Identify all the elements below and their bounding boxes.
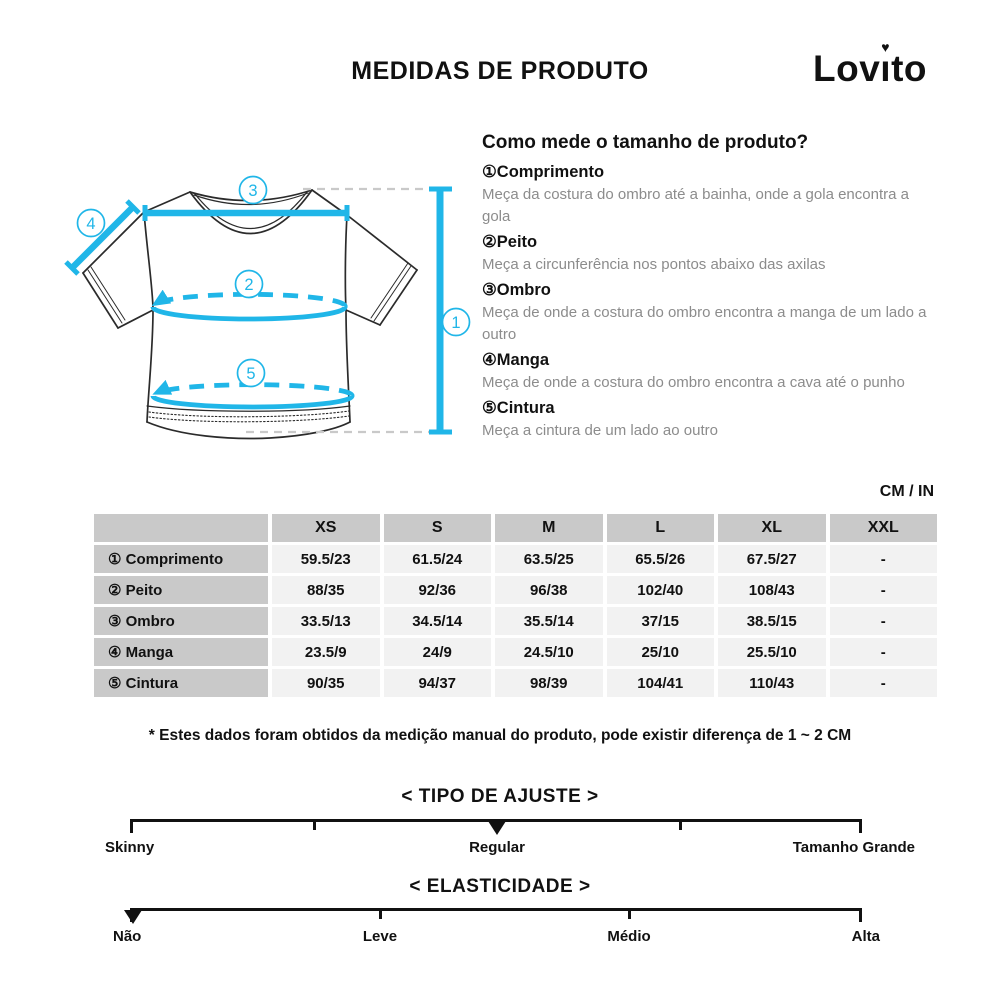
instruction-term: ③Ombro bbox=[482, 281, 551, 299]
table-row-label: ① Comprimento bbox=[94, 545, 268, 573]
callout-4: 4 bbox=[86, 215, 95, 233]
fit-scale-label-regular: Regular bbox=[469, 839, 525, 856]
fit-scale-marker bbox=[488, 821, 506, 835]
instruction-desc: Meça da costura do ombro até a bainha, o… bbox=[482, 186, 909, 225]
table-cell: - bbox=[829, 545, 937, 573]
instruction-item: ⑤Cintura Meça a cintura de um lado ao ou… bbox=[482, 397, 934, 442]
instruction-term: ②Peito bbox=[482, 233, 538, 251]
brand-logo: Lovı ♥ to bbox=[813, 39, 927, 90]
elasticity-label-leve: Leve bbox=[362, 928, 398, 945]
measure-marks bbox=[64, 186, 452, 435]
instruction-item: ④Manga Meça de onde a costura do ombro e… bbox=[482, 349, 934, 394]
instruction-term: ⑤Cintura bbox=[482, 399, 555, 417]
fit-scale-label-skinny: Skinny bbox=[105, 839, 155, 856]
unit-label: CM / IN bbox=[879, 483, 934, 500]
callout-3: 3 bbox=[248, 182, 257, 200]
table-header-cell: S bbox=[383, 514, 491, 542]
callout-5: 5 bbox=[246, 365, 255, 383]
table-cell: 35.5/14 bbox=[495, 607, 603, 635]
table-cell: 61.5/24 bbox=[383, 545, 491, 573]
table-row-label: ② Peito bbox=[94, 576, 268, 604]
table-cell: 104/41 bbox=[606, 669, 714, 697]
table-header-cell: M bbox=[495, 514, 603, 542]
tshirt-outline-icon bbox=[82, 189, 418, 440]
instruction-desc: Meça de onde a costura do ombro encontra… bbox=[482, 374, 905, 391]
table-header-cell: XXL bbox=[829, 514, 937, 542]
table-cell: - bbox=[829, 576, 937, 604]
instruction-item: ③Ombro Meça de onde a costura do ombro e… bbox=[482, 279, 934, 346]
table-cell: 25/10 bbox=[606, 638, 714, 666]
callout-2: 2 bbox=[244, 276, 253, 294]
table-cell: 24.5/10 bbox=[495, 638, 603, 666]
instruction-desc: Meça a cintura de um lado ao outro bbox=[482, 422, 718, 439]
table-cell: 110/43 bbox=[718, 669, 826, 697]
measurement-footnote: * Estes dados foram obtidos da medição m… bbox=[148, 727, 852, 744]
table-header-cell: XS bbox=[272, 514, 380, 542]
instruction-term: ④Manga bbox=[482, 351, 550, 369]
table-cell: 38.5/15 bbox=[718, 607, 826, 635]
size-table: XS S M L XL XXL ① Comprimento 59.5/23 61… bbox=[94, 514, 937, 697]
waist-measure-ellipse bbox=[150, 395, 355, 410]
fit-scale-title: < TIPO DE AJUSTE > bbox=[401, 786, 599, 807]
sleeve-measure-line bbox=[69, 204, 136, 271]
table-cell: 92/36 bbox=[383, 576, 491, 604]
elasticity-label-medio: Médio bbox=[607, 928, 651, 945]
fit-scale-line bbox=[130, 819, 862, 833]
heart-icon: ♥ bbox=[881, 39, 891, 55]
table-cell: 94/37 bbox=[383, 669, 491, 697]
table-cell: 65.5/26 bbox=[606, 545, 714, 573]
brand-logo-pre: Lov bbox=[813, 48, 881, 89]
table-cell: 25.5/10 bbox=[718, 638, 826, 666]
table-cell: 88/35 bbox=[272, 576, 380, 604]
table-cell: 34.5/14 bbox=[383, 607, 491, 635]
brand-logo-i: ı ♥ bbox=[880, 39, 892, 90]
table-cell: - bbox=[829, 669, 937, 697]
table-cell: 37/15 bbox=[606, 607, 714, 635]
table-cell: - bbox=[829, 638, 937, 666]
chest-measure-ellipse bbox=[150, 306, 348, 322]
instruction-term: ①Comprimento bbox=[482, 163, 605, 181]
brand-logo-i-base: ı bbox=[880, 48, 892, 89]
table-header-cell: XL bbox=[718, 514, 826, 542]
table-header-cell bbox=[94, 514, 268, 542]
elasticity-scale-line bbox=[130, 908, 862, 922]
instruction-item: ①Comprimento Meça da costura do ombro at… bbox=[482, 161, 934, 228]
extension-dash-lines bbox=[246, 187, 432, 434]
elasticity-label-alta: Alta bbox=[851, 928, 880, 945]
table-cell: 108/43 bbox=[718, 576, 826, 604]
table-cell: - bbox=[829, 607, 937, 635]
instruction-desc: Meça a circunferência nos pontos abaixo … bbox=[482, 256, 826, 273]
table-cell: 59.5/23 bbox=[272, 545, 380, 573]
table-header-cell: L bbox=[606, 514, 714, 542]
elasticity-label-nao: Não bbox=[113, 928, 142, 945]
page-title: MEDIDAS DE PRODUTO bbox=[351, 57, 649, 85]
table-cell: 23.5/9 bbox=[272, 638, 380, 666]
table-row-label: ④ Manga bbox=[94, 638, 268, 666]
table-cell: 63.5/25 bbox=[495, 545, 603, 573]
callout-1: 1 bbox=[451, 314, 460, 332]
measure-instructions: Como mede o tamanho de produto? ①Comprim… bbox=[482, 132, 934, 442]
table-cell: 90/35 bbox=[272, 669, 380, 697]
table-cell: 24/9 bbox=[383, 638, 491, 666]
table-cell: 98/39 bbox=[495, 669, 603, 697]
brand-logo-post: to bbox=[891, 48, 927, 89]
table-cell: 67.5/27 bbox=[718, 545, 826, 573]
tshirt-diagram: 1 2 3 4 5 bbox=[64, 175, 471, 440]
instruction-desc: Meça de onde a costura do ombro encontra… bbox=[482, 304, 927, 343]
table-cell: 96/38 bbox=[495, 576, 603, 604]
callout-circles: 1 2 3 4 5 bbox=[76, 175, 471, 388]
instructions-heading: Como mede o tamanho de produto? bbox=[482, 132, 809, 153]
elasticity-scale-marker bbox=[124, 910, 142, 924]
fit-scale-label-tamanho-grande: Tamanho Grande bbox=[792, 839, 915, 856]
table-row-label: ⑤ Cintura bbox=[94, 669, 268, 697]
elasticity-scale-title: < ELASTICIDADE > bbox=[409, 876, 591, 897]
instruction-item: ②Peito Meça a circunferência nos pontos … bbox=[482, 231, 934, 276]
table-row-label: ③ Ombro bbox=[94, 607, 268, 635]
table-cell: 102/40 bbox=[606, 576, 714, 604]
table-cell: 33.5/13 bbox=[272, 607, 380, 635]
